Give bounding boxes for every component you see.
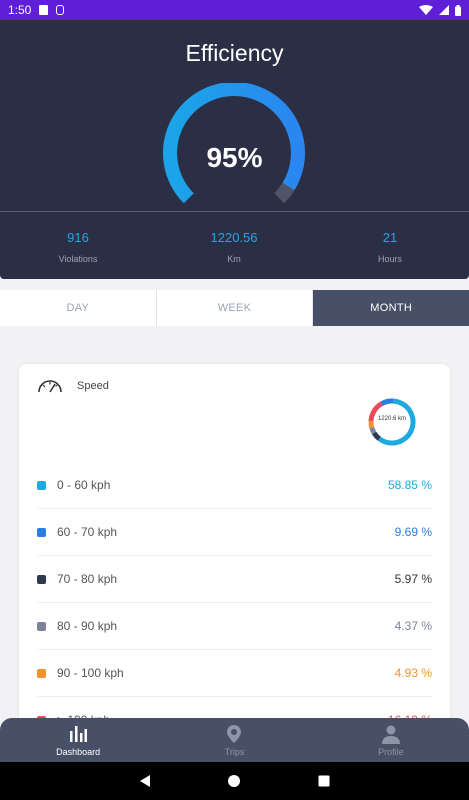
speed-card: Speed 1220.6 km 0 - 60 kph 58.85 % 60 - 70… xyxy=(19,364,450,784)
sd-card-icon xyxy=(39,5,49,15)
speed-range-percent: 4.37 % xyxy=(394,619,432,633)
status-bar: 1:50 xyxy=(0,0,469,20)
speed-range-percent: 5.97 % xyxy=(394,572,432,586)
recents-square-icon xyxy=(318,775,330,787)
back-button[interactable] xyxy=(138,774,152,788)
speed-card-header: Speed xyxy=(37,379,109,393)
period-tabs: DAY WEEK MONTH xyxy=(0,290,469,326)
notification-icon xyxy=(56,5,65,15)
status-time: 1:50 xyxy=(8,3,32,17)
person-icon xyxy=(381,725,400,744)
donut-segment xyxy=(368,398,416,446)
speed-list: 0 - 60 kph 58.85 % 60 - 70 kph 9.69 % 70 - 8… xyxy=(37,462,432,744)
nav-dashboard[interactable]: Dashboard xyxy=(0,718,156,762)
efficiency-value: 95% xyxy=(206,142,263,173)
stat-hours: 21 Hours xyxy=(312,230,468,264)
header-divider xyxy=(0,211,469,212)
donut-segment xyxy=(368,398,416,446)
speed-range-row: 70 - 80 kph 5.97 % xyxy=(37,556,432,603)
system-navigation-bar xyxy=(0,762,469,800)
speed-range-label: 60 - 70 kph xyxy=(57,525,118,539)
bottom-navigation: Dashboard Trips Profile xyxy=(0,718,469,762)
home-circle-icon xyxy=(228,775,241,787)
speed-range-row: 90 - 100 kph 4.93 % xyxy=(37,650,432,697)
tab-week[interactable]: WEEK xyxy=(157,290,314,326)
donut-segment xyxy=(368,398,416,446)
tab-month[interactable]: MONTH xyxy=(313,290,469,326)
donut-segment xyxy=(368,398,416,446)
legend-swatch xyxy=(37,574,46,584)
speed-range-percent: 58.85 % xyxy=(387,478,432,492)
stat-hours-value: 21 xyxy=(382,230,398,245)
speed-donut-chart xyxy=(368,398,416,446)
speed-range-label: 0 - 60 kph xyxy=(57,478,111,492)
stat-km-label: Km xyxy=(227,254,241,264)
speed-range-percent: 4.93 % xyxy=(394,666,432,680)
speedometer-icon xyxy=(38,380,62,393)
location-pin-icon xyxy=(227,724,242,743)
legend-swatch xyxy=(37,668,46,678)
speed-card-title: Speed xyxy=(77,380,109,392)
donut-center-label: 1220.6 km xyxy=(377,416,407,422)
legend-swatch xyxy=(37,527,46,537)
tab-day[interactable]: DAY xyxy=(0,290,157,326)
page-title: Efficiency xyxy=(185,40,284,66)
speed-range-label: 70 - 80 kph xyxy=(57,572,118,586)
legend-swatch xyxy=(37,621,46,631)
wifi-icon xyxy=(419,5,433,15)
stat-violations-label: Violations xyxy=(58,254,98,264)
stat-violations-value: 916 xyxy=(67,230,89,245)
back-triangle-icon xyxy=(139,775,150,787)
stat-km-value: 1220.56 xyxy=(210,230,258,245)
stat-km: 1220.56 Km xyxy=(156,230,312,264)
stat-violations: 916 Violations xyxy=(0,230,156,264)
speed-range-row: 60 - 70 kph 9.69 % xyxy=(37,509,432,556)
nav-dashboard-label: Dashboard xyxy=(56,746,101,757)
donut-segment xyxy=(368,398,416,446)
nav-trips-label: Trips xyxy=(224,746,245,757)
stat-hours-label: Hours xyxy=(377,254,402,264)
nav-trips[interactable]: Trips xyxy=(156,718,312,762)
speed-range-percent: 9.69 % xyxy=(394,525,432,539)
legend-swatch xyxy=(37,480,46,490)
nav-profile[interactable]: Profile xyxy=(313,718,469,762)
bar-chart-icon xyxy=(70,725,88,742)
speed-range-label: 90 - 100 kph xyxy=(57,666,124,680)
battery-icon xyxy=(455,4,461,16)
nav-profile-label: Profile xyxy=(378,746,404,757)
signal-icon xyxy=(439,5,449,15)
recents-button[interactable] xyxy=(317,774,331,788)
efficiency-gauge xyxy=(163,83,305,203)
speed-range-row: 80 - 90 kph 4.37 % xyxy=(37,603,432,650)
home-button[interactable] xyxy=(227,774,241,788)
efficiency-header: Efficiency 95% 916 Violations 1220.56 Km… xyxy=(0,20,469,279)
speed-range-label: 80 - 90 kph xyxy=(57,619,118,633)
speed-range-row: 0 - 60 kph 58.85 % xyxy=(37,462,432,509)
donut-segment xyxy=(368,398,416,446)
